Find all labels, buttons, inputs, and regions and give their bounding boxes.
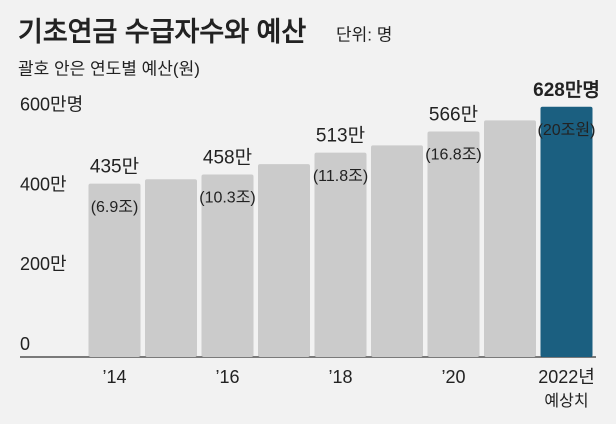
bar [484, 120, 536, 357]
budget-label: (11.8조) [313, 168, 368, 185]
x-tick-label: ’18 [328, 367, 352, 387]
budget-label: (16.8조) [425, 147, 482, 164]
y-tick-label: 400만 [20, 174, 67, 194]
y-tick-label: 600만명 [20, 95, 83, 115]
value-label: 628만명 [533, 79, 600, 101]
x-tick-label: ’16 [215, 367, 239, 387]
x-tick-label: ’20 [441, 367, 465, 387]
budget-label: (6.9조) [91, 199, 139, 216]
budget-label: (10.3조) [199, 190, 256, 207]
y-tick-label: 200만 [20, 254, 67, 274]
chart-subtitle: 괄호 안은 연도별 예산(원) [18, 59, 200, 78]
bar [201, 174, 254, 357]
value-label: 458만 [203, 147, 252, 169]
bar [371, 145, 423, 357]
bar [540, 106, 593, 358]
budget-label: (20조원) [538, 121, 596, 139]
x-tick-label: 2022년 [538, 367, 595, 387]
x-note: 예상치 [544, 392, 588, 410]
chart-title: 기초연금 수급자수와 예산 [18, 17, 306, 47]
value-label: 435만 [90, 156, 139, 178]
y-tick-label: 0 [20, 334, 30, 354]
value-label: 566만 [429, 103, 478, 125]
bar [314, 152, 367, 357]
bar [427, 131, 480, 357]
x-tick-label: ’14 [102, 367, 126, 387]
bar [88, 183, 141, 357]
value-label: 513만 [316, 125, 365, 147]
bar [145, 179, 197, 357]
bar [258, 164, 310, 357]
unit-note: 단위: 명 [336, 25, 392, 44]
